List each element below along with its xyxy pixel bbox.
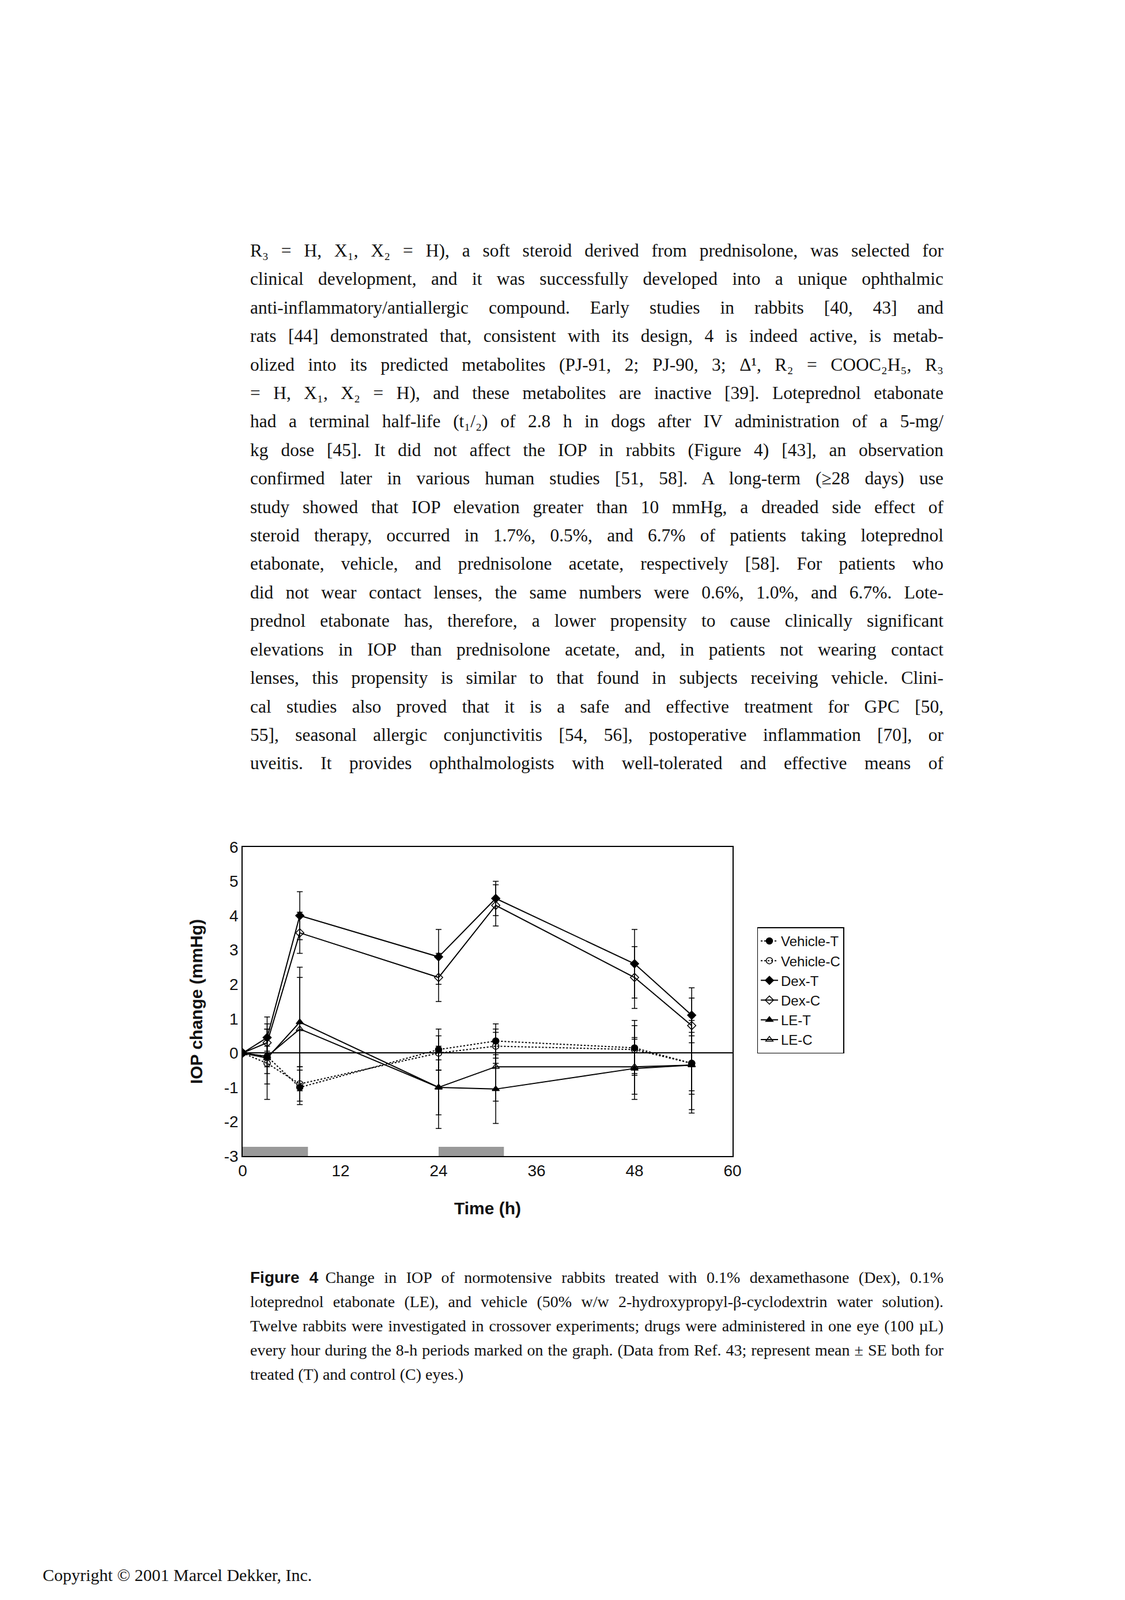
svg-text:IOP change (mmHg): IOP change (mmHg): [186, 918, 206, 1084]
html-text:clinical development, and it w: clinical development, and it was success…: [250, 268, 944, 289]
svg-text:-2: -2: [224, 1112, 239, 1131]
svg-text:4: 4: [229, 906, 239, 925]
html-text:rats [44] demonstrated that, c: rats [44] demonstrated that, consistent …: [250, 325, 944, 346]
svg-text:3: 3: [229, 940, 239, 959]
svg-text:12: 12: [331, 1161, 350, 1180]
svg-text:60: 60: [723, 1161, 742, 1180]
html-text:olized into its predicted meta: olized into its predicted metabolites (P…: [250, 354, 944, 375]
html-text:etabonate, vehicle, and predni: etabonate, vehicle, and prednisolone ace…: [250, 553, 944, 574]
svg-text:2: 2: [229, 975, 239, 994]
html-text:cal studies also proved that i: cal studies also proved that it is a saf…: [250, 695, 944, 717]
html-text:R₃ = H, X₁, X₂ = H), a soft st: R₃ = H, X₁, X₂ = H), a soft steroid deri…: [250, 240, 944, 261]
html-text:elevations in IOP than prednis: elevations in IOP than prednisolone acet…: [250, 638, 944, 660]
html-text:kg dose [45]. It did not affec: kg dose [45]. It did not affect the IOP …: [250, 439, 944, 460]
svg-text:0: 0: [238, 1161, 248, 1180]
html-text:did not wear contact lenses, t: did not wear contact lenses, the same nu…: [250, 582, 944, 603]
svg-text:-1: -1: [224, 1078, 239, 1097]
svg-text:0: 0: [229, 1043, 239, 1062]
html-text:lenses, this propensity is sim: lenses, this propensity is similar to th…: [250, 667, 944, 688]
html-text:had a terminal half-life (t₁/₂: had a terminal half-life (t₁/₂) of 2.8 h…: [250, 411, 944, 432]
html-text:study showed that IOP elevatio: study showed that IOP elevation greater …: [250, 496, 944, 517]
html-text:Figure 4 Change in IOP of norm: Figure 4 Change in IOP of normotensive r…: [250, 1267, 944, 1383]
svg-text:Dex-C: Dex-C: [780, 992, 821, 1009]
svg-text:1: 1: [229, 1009, 239, 1028]
html-text:confirmed later in various hum: confirmed later in various human studies…: [250, 468, 944, 489]
html-text:prednol etabonate has, therefo: prednol etabonate has, therefore, a lowe…: [250, 610, 944, 631]
svg-text:24: 24: [429, 1161, 448, 1180]
svg-text:LE-C: LE-C: [780, 1031, 813, 1048]
html-text:anti-inflammatory/antiallergic: anti-inflammatory/antiallergic compound.…: [250, 297, 944, 318]
svg-text:LE-T: LE-T: [780, 1012, 811, 1028]
html-text:steroid therapy, occurred in 1: steroid therapy, occurred in 1.7%, 0.5%,…: [250, 525, 944, 546]
svg-text:6: 6: [229, 837, 239, 856]
svg-text:Vehicle-T: Vehicle-T: [780, 933, 839, 949]
html-text:uveitis. It provides ophthalmo: uveitis. It provides ophthalmologists wi…: [250, 752, 944, 774]
svg-text:Time (h): Time (h): [454, 1198, 522, 1218]
svg-text:Vehicle-C: Vehicle-C: [780, 953, 841, 969]
html-text:= H, X₁, X₂ = H), and these me: = H, X₁, X₂ = H), and these metabolites …: [250, 382, 944, 403]
html-text:55], seasonal allergic conjunc: 55], seasonal allergic conjunctivitis [5…: [250, 724, 944, 745]
svg-text:48: 48: [625, 1161, 644, 1180]
svg-text:36: 36: [527, 1161, 546, 1180]
svg-text:5: 5: [229, 871, 239, 890]
svg-text:Dex-T: Dex-T: [780, 972, 819, 989]
svg-text:-3: -3: [224, 1146, 239, 1165]
html-text:Copyright © 2001 Marcel Dekker: Copyright © 2001 Marcel Dekker, Inc.: [42, 1564, 312, 1584]
